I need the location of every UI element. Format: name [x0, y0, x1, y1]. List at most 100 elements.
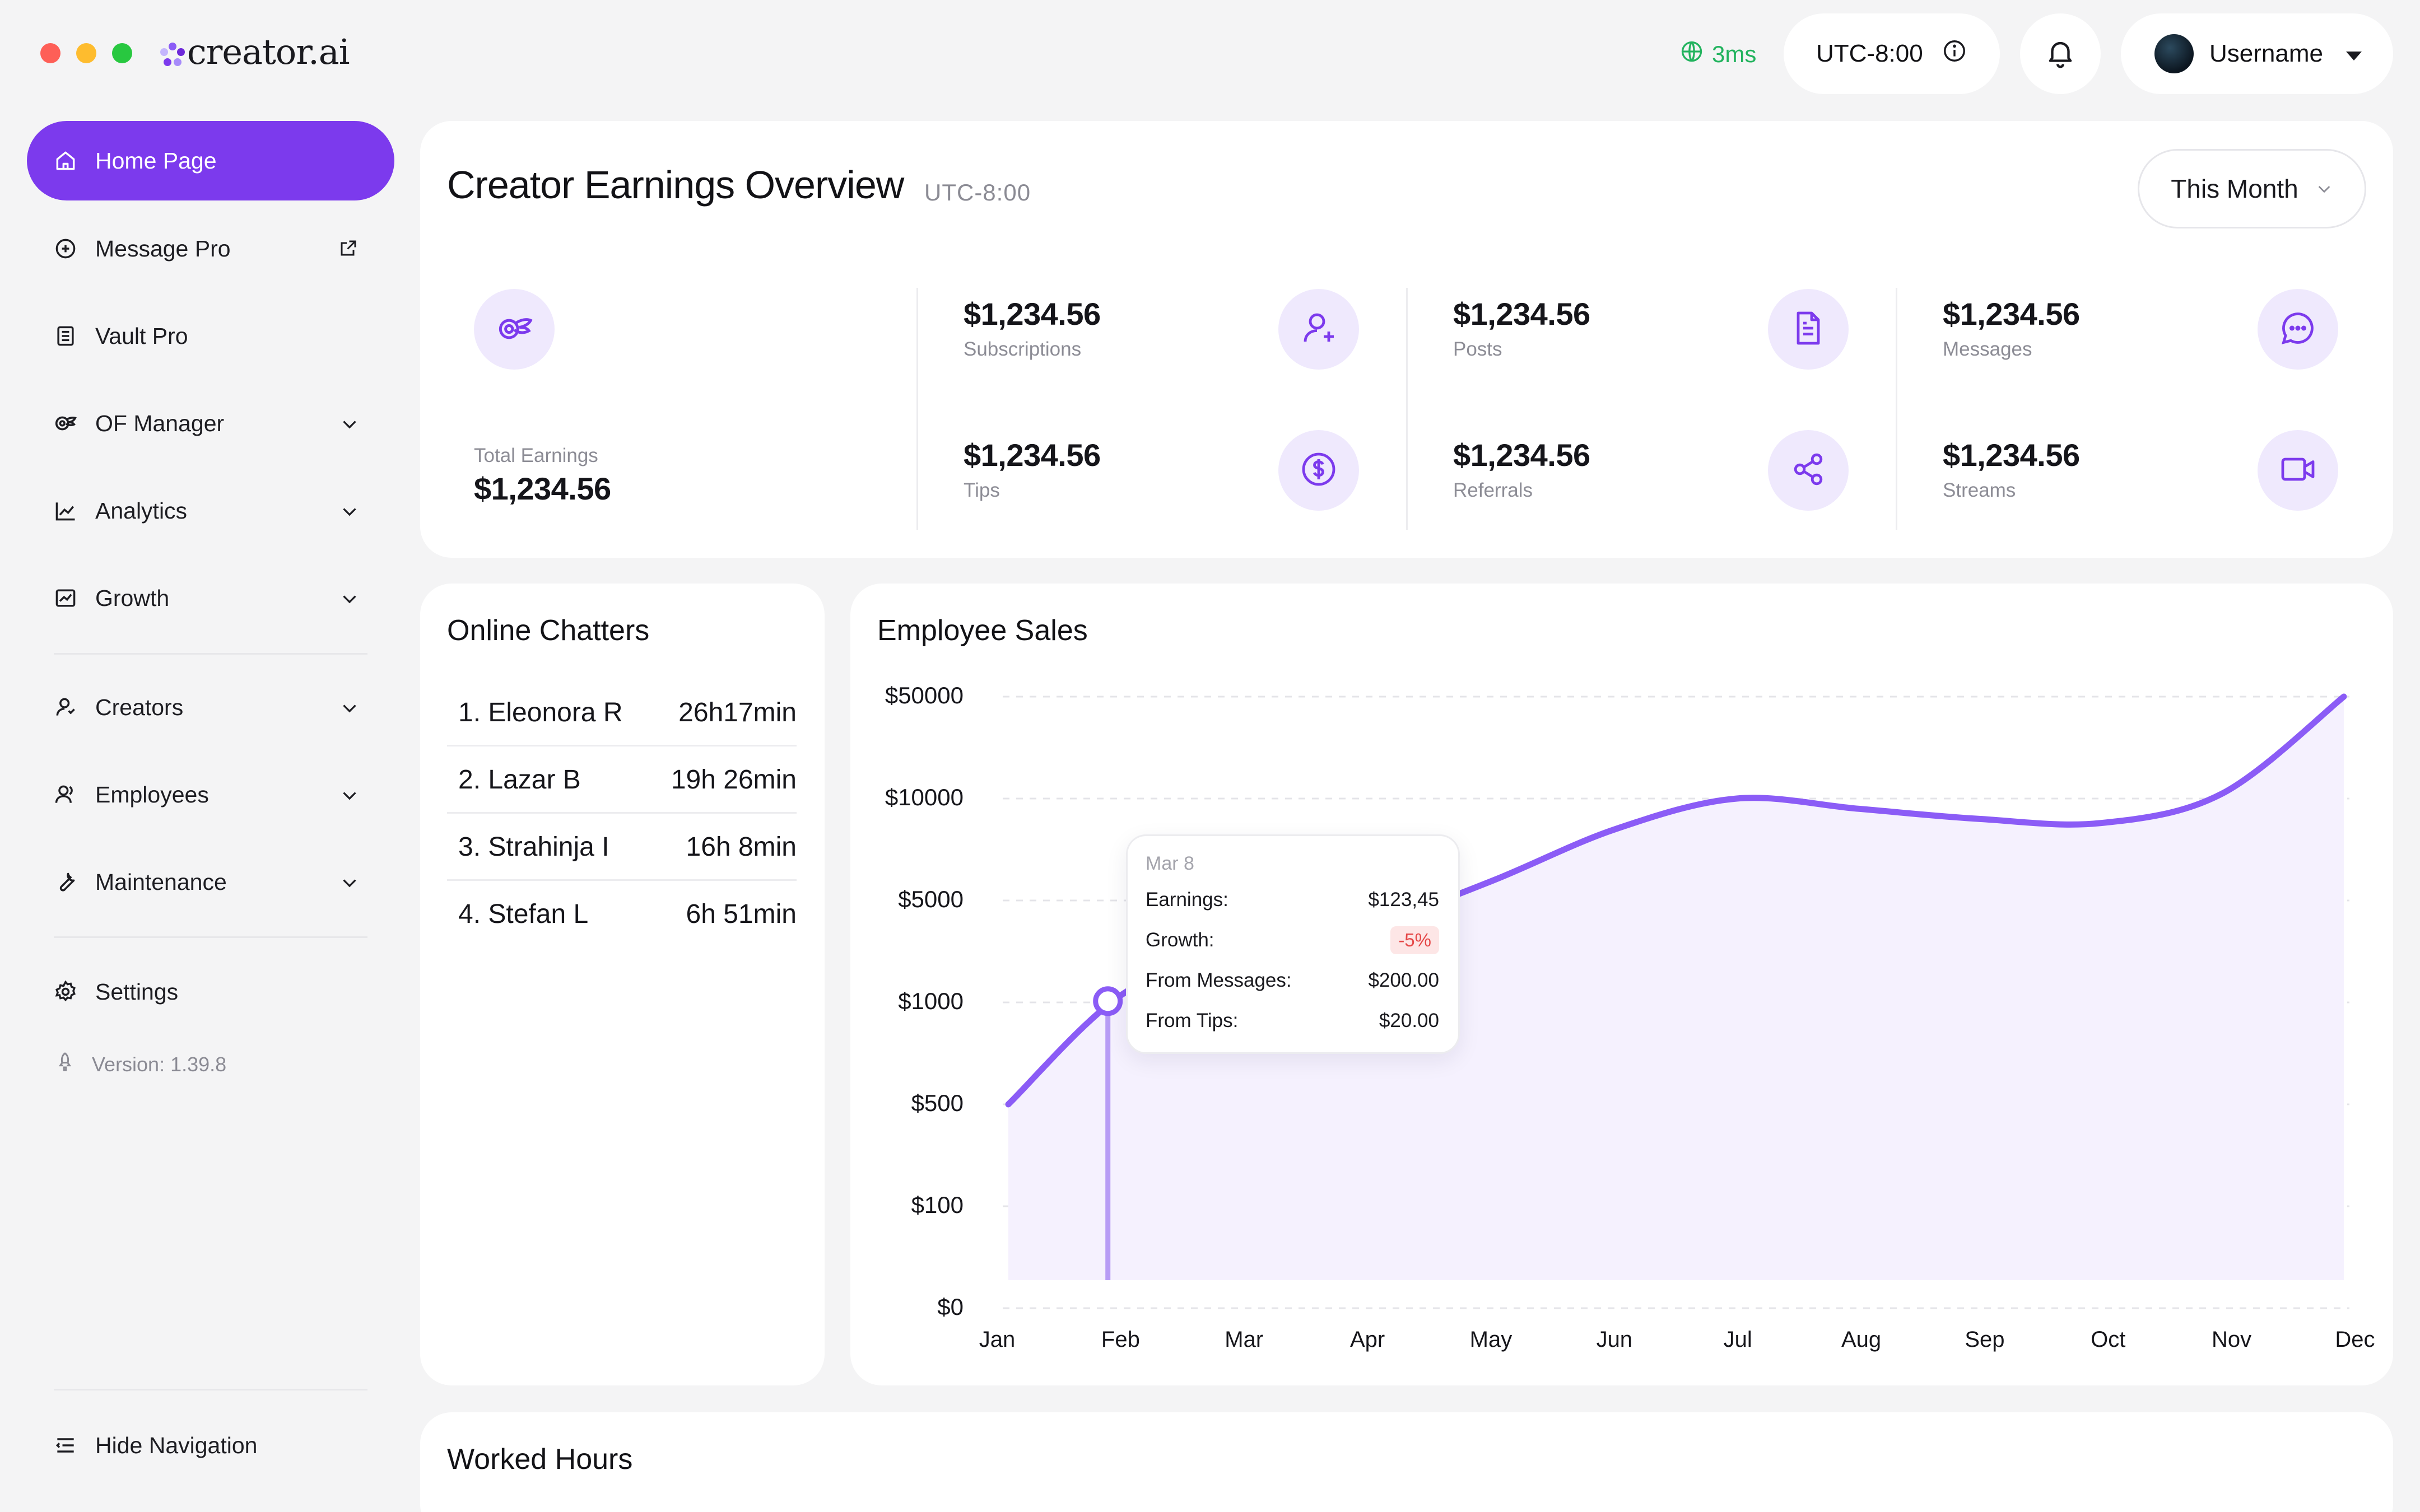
chatter-name: 3. Strahinja I: [458, 832, 609, 862]
chat-icon: [2278, 308, 2318, 351]
chevron-down-icon[interactable]: [339, 501, 360, 527]
streams-value: $1,234.56: [1943, 437, 2080, 473]
chatter-name: 1. Eleonora R: [458, 697, 623, 727]
tooltip-label: Earnings:: [1146, 889, 1228, 911]
chatter-time: 19h 26min: [671, 764, 797, 795]
growth-badge: -5%: [1390, 926, 1439, 954]
info-icon[interactable]: [1942, 38, 1967, 70]
sidebar-item-label: Creators: [95, 694, 184, 720]
sidebar-item-analytics[interactable]: Analytics: [27, 471, 394, 550]
sidebar-item-label: Home Page: [95, 147, 217, 174]
sidebar-divider: [54, 1389, 367, 1390]
subscriptions-value: $1,234.56: [964, 296, 1101, 332]
total-earnings-icon-wrap: [474, 289, 555, 370]
external-link-icon[interactable]: [338, 237, 359, 264]
x-tick-label: Dec: [2335, 1327, 2375, 1352]
stats-divider: [916, 288, 918, 530]
document-icon: [1788, 308, 1828, 351]
sidebar-item-settings[interactable]: Settings: [27, 952, 394, 1032]
sidebar-item-employees[interactable]: Employees: [27, 755, 394, 834]
period-label: This Month: [2171, 174, 2298, 203]
chevron-down-icon[interactable]: [339, 872, 360, 898]
timezone-label: UTC-8:00: [1816, 40, 1923, 67]
globe-icon: [1679, 39, 1704, 69]
x-tick-label: Oct: [2091, 1327, 2126, 1352]
sidebar-item-creators[interactable]: Creators: [27, 668, 394, 747]
sidebar-item-label: Growth: [95, 585, 170, 611]
highlight-point: [1093, 986, 1123, 1016]
y-tick-label: $1000: [898, 988, 964, 1014]
rocket-icon: [54, 1051, 76, 1078]
vault-icon: [52, 322, 80, 350]
sidebar-divider: [54, 653, 367, 655]
app-name: creator.ai: [187, 31, 350, 72]
sidebar-item-label: Message Pro: [95, 235, 231, 262]
chevron-down-icon[interactable]: [339, 697, 360, 724]
chatter-row[interactable]: 4. Stefan L 6h 51min: [458, 880, 797, 948]
y-tick-label: $500: [911, 1090, 964, 1116]
chevron-down-icon[interactable]: [339, 588, 360, 614]
sidebar-item-label: Employees: [95, 781, 209, 808]
subscriptions-icon-wrap: [1278, 289, 1359, 370]
chatter-row[interactable]: 2. Lazar B 19h 26min: [458, 746, 797, 813]
streams-icon-wrap: [2258, 430, 2338, 511]
chatters-title: Online Chatters: [447, 614, 650, 647]
window-maximize-button[interactable]: [112, 43, 132, 63]
sidebar-item-of-manager[interactable]: OF Manager: [27, 384, 394, 463]
messages-label: Messages: [1943, 338, 2032, 360]
sidebar-item-growth[interactable]: Growth: [27, 558, 394, 638]
creator-logo-icon: [159, 41, 186, 68]
chatter-row[interactable]: 3. Strahinja I 16h 8min: [458, 813, 797, 880]
worked-hours-title: Worked Hours: [447, 1443, 633, 1476]
y-tick-label: $10000: [885, 784, 964, 810]
overview-timezone: UTC-8:00: [924, 179, 1031, 206]
sidebar-item-label: Settings: [95, 978, 179, 1005]
chevron-down-icon[interactable]: [339, 785, 360, 811]
sidebar-item-maintenance[interactable]: Maintenance: [27, 842, 394, 922]
chatter-name: 4. Stefan L: [458, 899, 589, 929]
bell-icon: [2044, 36, 2077, 72]
manager-icon: [52, 409, 80, 437]
subscriptions-label: Subscriptions: [964, 338, 1082, 360]
worked-hours-card: [420, 1412, 2393, 1512]
notifications-button[interactable]: [2020, 13, 2101, 94]
tooltip-label: From Tips:: [1146, 1010, 1239, 1032]
username: Username: [2209, 40, 2323, 67]
sidebar-item-vault-pro[interactable]: Vault Pro: [27, 296, 394, 376]
video-icon: [2278, 449, 2318, 492]
chatter-time: 6h 51min: [686, 899, 797, 929]
referrals-label: Referrals: [1453, 479, 1533, 501]
hide-navigation-button[interactable]: Hide Navigation: [27, 1406, 394, 1485]
sidebar-item-label: Maintenance: [95, 869, 227, 895]
sidebar-item-home[interactable]: Home Page: [27, 121, 394, 200]
window-minimize-button[interactable]: [76, 43, 96, 63]
timezone-pill[interactable]: UTC-8:00: [1784, 13, 2000, 94]
tooltip-row: Growth: -5%: [1146, 923, 1439, 957]
latency-value: 3ms: [1712, 41, 1757, 67]
sidebar-item-label: Analytics: [95, 497, 188, 524]
referrals-value: $1,234.56: [1453, 437, 1590, 473]
chevron-down-icon[interactable]: [339, 413, 360, 440]
tips-value: $1,234.56: [964, 437, 1101, 473]
sales-title: Employee Sales: [877, 614, 1088, 647]
growth-icon: [52, 584, 80, 612]
posts-label: Posts: [1453, 338, 1502, 360]
share-icon: [1788, 449, 1828, 492]
user-menu[interactable]: Username: [2121, 13, 2393, 94]
x-tick-label: Sep: [1965, 1327, 2005, 1352]
window-close-button[interactable]: [40, 43, 61, 63]
x-tick-label: Jun: [1596, 1327, 1633, 1352]
tips-label: Tips: [964, 479, 1000, 501]
total-earnings-value: $1,234.56: [474, 471, 611, 506]
tooltip-value: $20.00: [1379, 1010, 1439, 1032]
row-divider: [447, 879, 797, 881]
sidebar-item-label: Vault Pro: [95, 323, 188, 349]
period-dropdown[interactable]: This Month: [2138, 149, 2366, 228]
menu-collapse-icon: [52, 1431, 80, 1459]
y-tick-label: $0: [937, 1294, 964, 1320]
chatter-row[interactable]: 1. Eleonora R 26h17min: [458, 679, 797, 746]
user-add-icon: [1299, 308, 1339, 351]
sidebar-item-message-pro[interactable]: Message Pro: [27, 209, 394, 288]
tooltip-label: Growth:: [1146, 929, 1214, 951]
